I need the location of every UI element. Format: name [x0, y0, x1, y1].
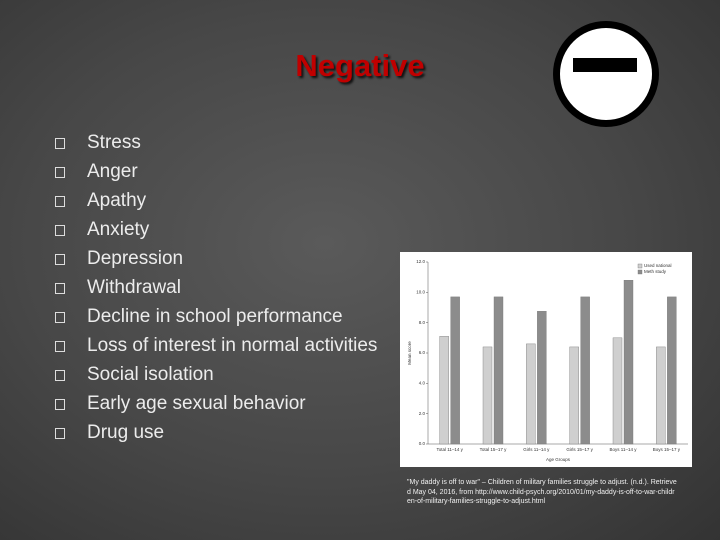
x-axis-label: Age Groups	[546, 457, 571, 462]
bar	[656, 346, 666, 445]
bullet-item: Withdrawal	[50, 273, 377, 302]
bar	[450, 296, 460, 445]
chart: 0.0 2.0 4.0 6.0 8.0 10.0 12.0 Mean score Age Gro…	[400, 252, 692, 467]
bullet-item: Anxiety	[50, 215, 377, 244]
bullet-list: Stress Anger Apathy Anxiety Depression Withdr…	[50, 128, 377, 447]
bar	[667, 296, 677, 445]
bullet-item: Apathy	[50, 186, 377, 215]
legend-swatch	[637, 263, 643, 269]
x-tick-label: Girls 15–17 y	[566, 447, 593, 452]
x-tick-label: Boys 15–17 y	[653, 447, 681, 452]
y-tick-label: 2.0	[419, 411, 426, 416]
slide-title: Negative	[295, 48, 425, 83]
y-tick-label: 10.0	[416, 290, 425, 295]
bullet-item: Loss of interest in normal activities	[50, 331, 377, 360]
bar	[493, 296, 504, 445]
bar	[580, 296, 590, 445]
x-tick-label: Total 11–14 y	[436, 447, 463, 452]
bar	[482, 346, 493, 445]
legend-label: Meth study	[644, 269, 667, 274]
bullet-item: Decline in school performance	[50, 302, 377, 331]
y-tick-label: 6.0	[419, 350, 426, 355]
bullet-item: Anger	[50, 157, 377, 186]
x-tick-label: Boys 11–14 y	[610, 447, 638, 452]
legend-swatch	[637, 269, 643, 275]
bar	[526, 343, 536, 445]
y-tick-label: 12.0	[416, 259, 425, 264]
y-tick-label: 0.0	[419, 441, 426, 446]
minus-icon	[553, 21, 659, 127]
bar	[569, 346, 579, 445]
y-axis-label: Mean score	[407, 341, 412, 365]
y-tick-label: 4.0	[419, 381, 426, 386]
bullet-item: Depression	[50, 244, 377, 273]
bullet-item: Stress	[50, 128, 377, 157]
x-tick-label: Girls 11–14 y	[523, 447, 550, 452]
citation: "My daddy is off to war" – Children of m…	[407, 479, 677, 505]
bar	[612, 337, 623, 445]
bar	[537, 311, 547, 445]
legend-label: Used national	[644, 263, 672, 268]
bar	[623, 280, 634, 445]
bullet-item: Social isolation	[50, 360, 377, 389]
bullet-item: Early age sexual behavior	[50, 389, 377, 418]
bullet-item: Drug use	[50, 418, 377, 447]
bar	[439, 336, 449, 445]
y-tick-label: 8.0	[419, 320, 426, 325]
x-tick-label: Total 15–17 y	[480, 447, 508, 452]
